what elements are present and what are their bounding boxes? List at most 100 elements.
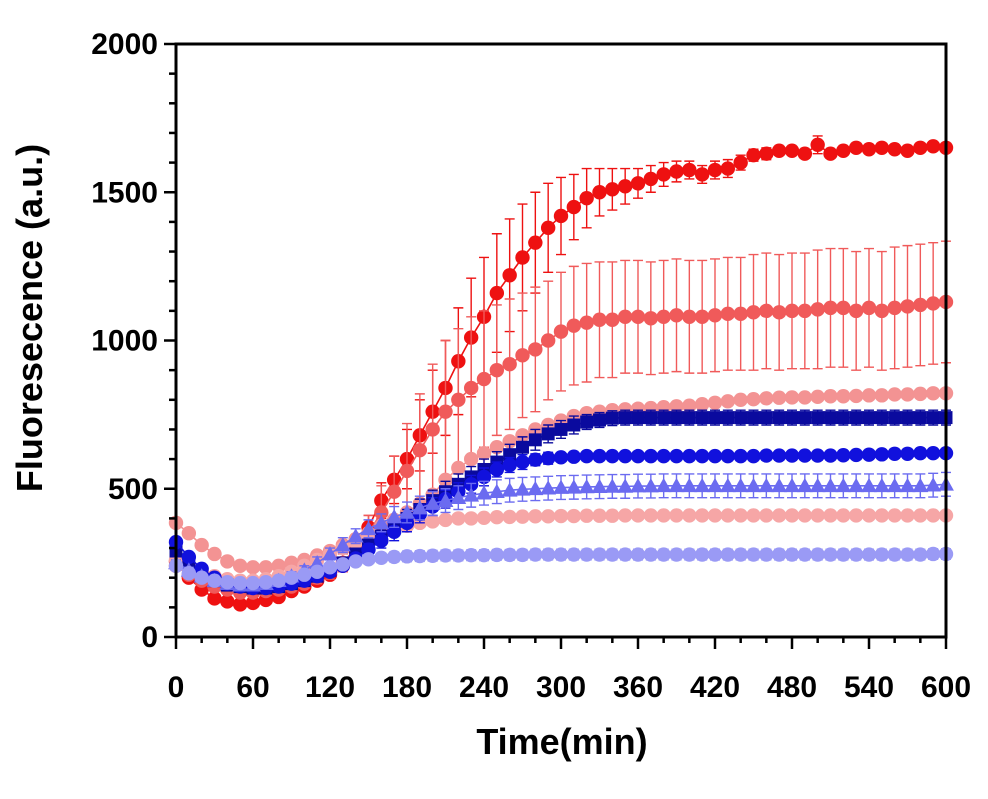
data-point — [630, 176, 646, 191]
data-point — [605, 411, 619, 425]
data-point — [399, 463, 415, 479]
data-point — [579, 190, 594, 206]
data-point — [656, 167, 671, 182]
data-point — [386, 484, 402, 499]
data-point — [759, 448, 774, 463]
data-point — [900, 508, 915, 523]
data-point — [322, 560, 338, 575]
data-point — [745, 477, 762, 493]
data-point — [720, 306, 736, 322]
data-point — [617, 448, 633, 464]
x-tick-label: 180 — [382, 671, 432, 704]
data-point — [578, 479, 595, 494]
data-point — [386, 549, 402, 565]
data-point — [489, 285, 505, 301]
data-point — [451, 511, 466, 526]
data-point — [399, 549, 415, 564]
data-point — [425, 514, 440, 529]
data-point — [541, 427, 555, 441]
data-point — [348, 554, 363, 569]
data-point — [309, 554, 326, 570]
data-point — [797, 448, 813, 463]
data-point — [861, 477, 877, 493]
data-point — [617, 309, 633, 324]
data-point — [502, 357, 517, 372]
data-point — [746, 448, 761, 464]
data-point — [553, 547, 569, 562]
data-point — [617, 508, 633, 523]
data-point — [771, 547, 787, 562]
data-point — [438, 548, 453, 563]
data-point — [374, 550, 389, 566]
data-point — [784, 547, 800, 562]
data-point — [886, 477, 903, 493]
data-point — [668, 477, 685, 493]
data-point — [399, 504, 415, 519]
data-point — [835, 477, 852, 493]
data-point — [592, 448, 607, 464]
data-point — [836, 389, 851, 404]
data-point — [874, 140, 890, 155]
y-tick-label: 1500 — [91, 176, 158, 209]
data-point — [836, 300, 851, 316]
data-point — [309, 564, 325, 579]
data-point — [656, 448, 671, 464]
data-point — [849, 411, 863, 425]
data-point — [232, 558, 248, 574]
data-point — [759, 547, 774, 562]
data-point — [540, 333, 556, 348]
data-point — [643, 448, 659, 464]
data-point — [759, 391, 774, 406]
data-point — [516, 440, 529, 454]
data-point — [925, 508, 941, 523]
data-point — [734, 411, 748, 425]
data-point — [463, 487, 480, 502]
data-point — [630, 547, 646, 562]
data-point — [810, 448, 825, 463]
data-point — [181, 549, 197, 565]
data-point — [592, 312, 607, 327]
data-point — [643, 311, 659, 326]
data-point — [784, 508, 800, 523]
data-point — [848, 447, 864, 463]
data-point — [347, 528, 364, 543]
data-point — [810, 302, 825, 317]
data-point — [489, 462, 505, 477]
data-point — [232, 575, 248, 591]
data-point — [720, 547, 736, 562]
data-point — [707, 395, 723, 410]
data-point — [926, 411, 940, 425]
data-point — [489, 362, 505, 378]
data-point — [925, 296, 941, 311]
data-point — [553, 508, 569, 524]
data-point — [451, 460, 466, 476]
data-point — [412, 443, 428, 458]
data-point — [720, 161, 736, 176]
data-point — [657, 411, 671, 425]
data-point — [489, 440, 505, 455]
data-point — [463, 547, 479, 563]
data-point — [592, 185, 607, 200]
data-point — [669, 308, 684, 323]
data-point — [900, 143, 915, 158]
data-point — [271, 573, 286, 588]
data-point — [630, 478, 646, 493]
data-point — [874, 547, 890, 562]
data-point — [515, 454, 530, 470]
data-point — [451, 392, 466, 407]
data-point — [836, 411, 850, 425]
data-point — [361, 552, 376, 567]
data-point — [836, 547, 851, 562]
data-point — [540, 547, 556, 562]
data-point — [669, 547, 684, 562]
data-point — [566, 318, 582, 333]
y-tick-label: 0 — [141, 621, 158, 654]
data-point — [194, 570, 209, 585]
data-point — [771, 390, 787, 405]
x-tick-label: 120 — [305, 671, 355, 704]
data-point — [874, 447, 890, 462]
data-point — [874, 508, 890, 523]
data-point — [899, 477, 916, 493]
series-blue-light-mid — [168, 471, 954, 592]
